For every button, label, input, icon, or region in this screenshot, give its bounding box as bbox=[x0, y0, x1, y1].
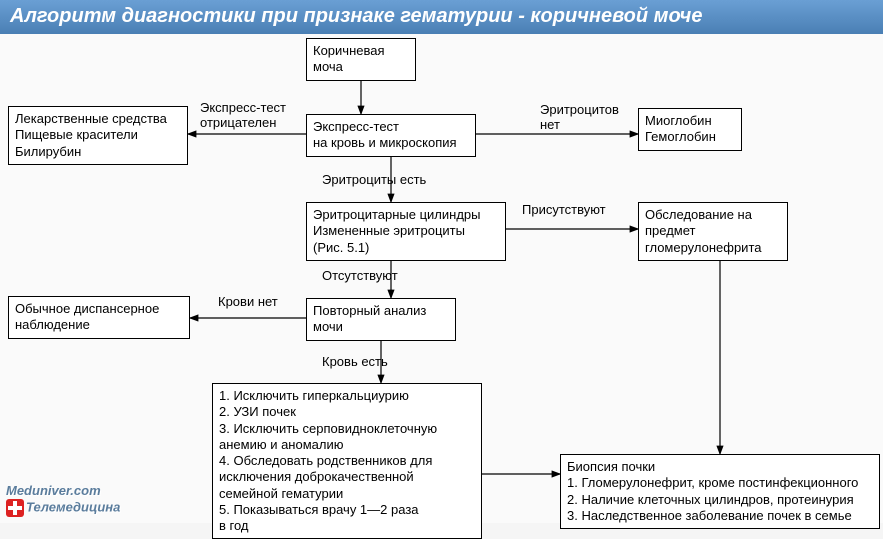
edge-label-present: Присутствуют bbox=[522, 202, 606, 217]
node-repeat: Повторный анализ мочи bbox=[306, 298, 456, 341]
watermark-line2: Телемедицина bbox=[26, 499, 120, 514]
node-glomer: Обследование на предмет гломерулонефрита bbox=[638, 202, 788, 261]
node-biopsy: Биопсия почки 1. Гломерулонефрит, кроме … bbox=[560, 454, 880, 529]
page-title: Алгоритм диагностики при признаке гемату… bbox=[0, 0, 883, 34]
node-myoglobin: Миоглобин Гемоглобин bbox=[638, 108, 742, 151]
node-casts: Эритроцитарные цилиндры Измененные эритр… bbox=[306, 202, 506, 261]
flowchart-canvas: Коричневая моча Лекарственные средства Пи… bbox=[0, 34, 883, 523]
edge-label-rbc_yes: Эритроциты есть bbox=[322, 172, 426, 187]
watermark: Meduniver.com Телемедицина bbox=[6, 484, 120, 517]
edge-label-neg: Экспресс-тест отрицателен bbox=[200, 100, 286, 130]
edge-label-blood: Кровь есть bbox=[322, 354, 388, 369]
node-express: Экспресс-тест на кровь и микроскопия bbox=[306, 114, 476, 157]
edge-label-noblood: Крови нет bbox=[218, 294, 278, 309]
node-start: Коричневая моча bbox=[306, 38, 416, 81]
edge-label-no_rbc: Эритроцитов нет bbox=[540, 102, 619, 132]
node-workup: 1. Исключить гиперкальциурию 2. УЗИ поче… bbox=[212, 383, 482, 539]
watermark-line1: Meduniver.com bbox=[6, 484, 120, 499]
node-observe: Обычное диспансерное наблюдение bbox=[8, 296, 190, 339]
medical-cross-icon bbox=[6, 499, 24, 517]
node-ddx_drugs: Лекарственные средства Пищевые красители… bbox=[8, 106, 188, 165]
edge-label-absent: Отсутствуют bbox=[322, 268, 398, 283]
